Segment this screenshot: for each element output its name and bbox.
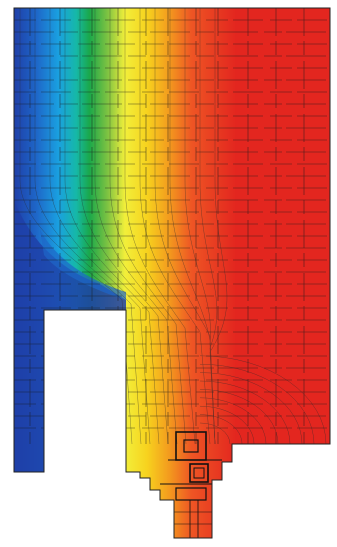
- isotherm-curve: [64, 8, 160, 445]
- isotherm-arc: [199, 355, 327, 445]
- profile-chamber-middle: [189, 463, 209, 483]
- isotherm-curve: [79, 8, 169, 445]
- isotherm-arc: [199, 389, 279, 445]
- isotherm-lines: [19, 8, 327, 445]
- isotherm-curve: [124, 8, 196, 445]
- isotherm-arc: [199, 397, 267, 445]
- isotherm-arc: [199, 422, 231, 445]
- isotherm-curve: [34, 8, 142, 445]
- isotherm-arc: [199, 414, 243, 445]
- isotherm-curve: [19, 8, 133, 445]
- isotherm-arc: [199, 380, 291, 445]
- profile-chamber-lower: [175, 487, 207, 501]
- isotherm-curve: [209, 8, 228, 445]
- profile-chamber-inner: [183, 439, 199, 453]
- isotherm-arc: [199, 363, 315, 445]
- isotherm-curve: [139, 8, 211, 445]
- isotherm-curve: [184, 8, 216, 445]
- frame-profile-detail: [160, 431, 222, 538]
- cold-transition-band: [40, 230, 126, 300]
- domain-outline: [13, 7, 331, 539]
- isotherm-curve: [169, 8, 216, 445]
- isotherm-curve: [199, 8, 218, 445]
- isotherm-curve: [109, 8, 187, 445]
- profile-chamber-core: [193, 467, 205, 479]
- isotherm-arc: [199, 372, 303, 445]
- isotherm-arc: [199, 405, 255, 445]
- isotherm-curve: [94, 8, 178, 445]
- isotherm-curve: [49, 8, 151, 445]
- cavity-opening: [44, 310, 126, 472]
- isotherm-curve: [154, 8, 216, 445]
